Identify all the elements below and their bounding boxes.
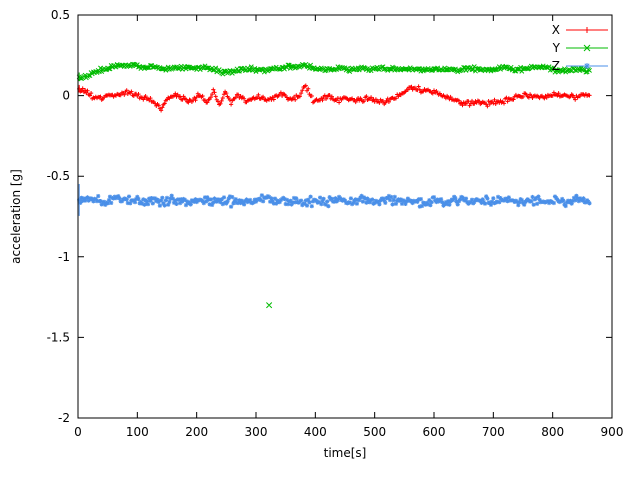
x-axis-label: time[s] [324, 446, 367, 460]
legend-label: X [552, 23, 560, 37]
legend-entry-X: X [552, 23, 608, 37]
x-tick-label: 0 [74, 425, 82, 439]
markers-X [77, 83, 592, 113]
markers-Y [76, 61, 592, 309]
y-tick-label: 0.5 [51, 8, 70, 22]
x-tick-label: 100 [126, 425, 149, 439]
y-tick-label: -1 [58, 250, 70, 264]
markers-Z [77, 193, 592, 209]
legend-marker-Z [584, 63, 590, 69]
series-Z [77, 184, 592, 216]
x-tick-label: 300 [245, 425, 268, 439]
axes: 0 100 200 300 400 500 600 700 800 900 0.5 0 -0.5 -1 -1… [9, 8, 623, 460]
y-axis-label: acceleration [g] [9, 169, 23, 264]
y-tick-label: -1.5 [47, 330, 70, 344]
series-Y [76, 61, 592, 309]
y-tick-label: 0 [62, 89, 70, 103]
y-tick-label: -2 [58, 411, 70, 425]
x-tick-label: 900 [601, 425, 624, 439]
x-tick-label: 500 [363, 425, 386, 439]
legend-marker-Y [583, 44, 591, 52]
x-tick-label: 700 [482, 425, 505, 439]
x-tick-label: 600 [423, 425, 446, 439]
y-tick-label: -0.5 [47, 169, 70, 183]
legend: XYZ [552, 23, 608, 73]
legend-label: Y [552, 41, 561, 55]
x-tick-label: 200 [185, 425, 208, 439]
x-tick-label: 800 [541, 425, 564, 439]
series-X [77, 83, 592, 113]
x-tick-label: 400 [304, 425, 327, 439]
legend-entry-Z: Z [552, 59, 608, 73]
legend-entry-Y: Y [552, 41, 608, 55]
legend-marker-X [584, 27, 590, 33]
legend-label: Z [552, 59, 560, 73]
